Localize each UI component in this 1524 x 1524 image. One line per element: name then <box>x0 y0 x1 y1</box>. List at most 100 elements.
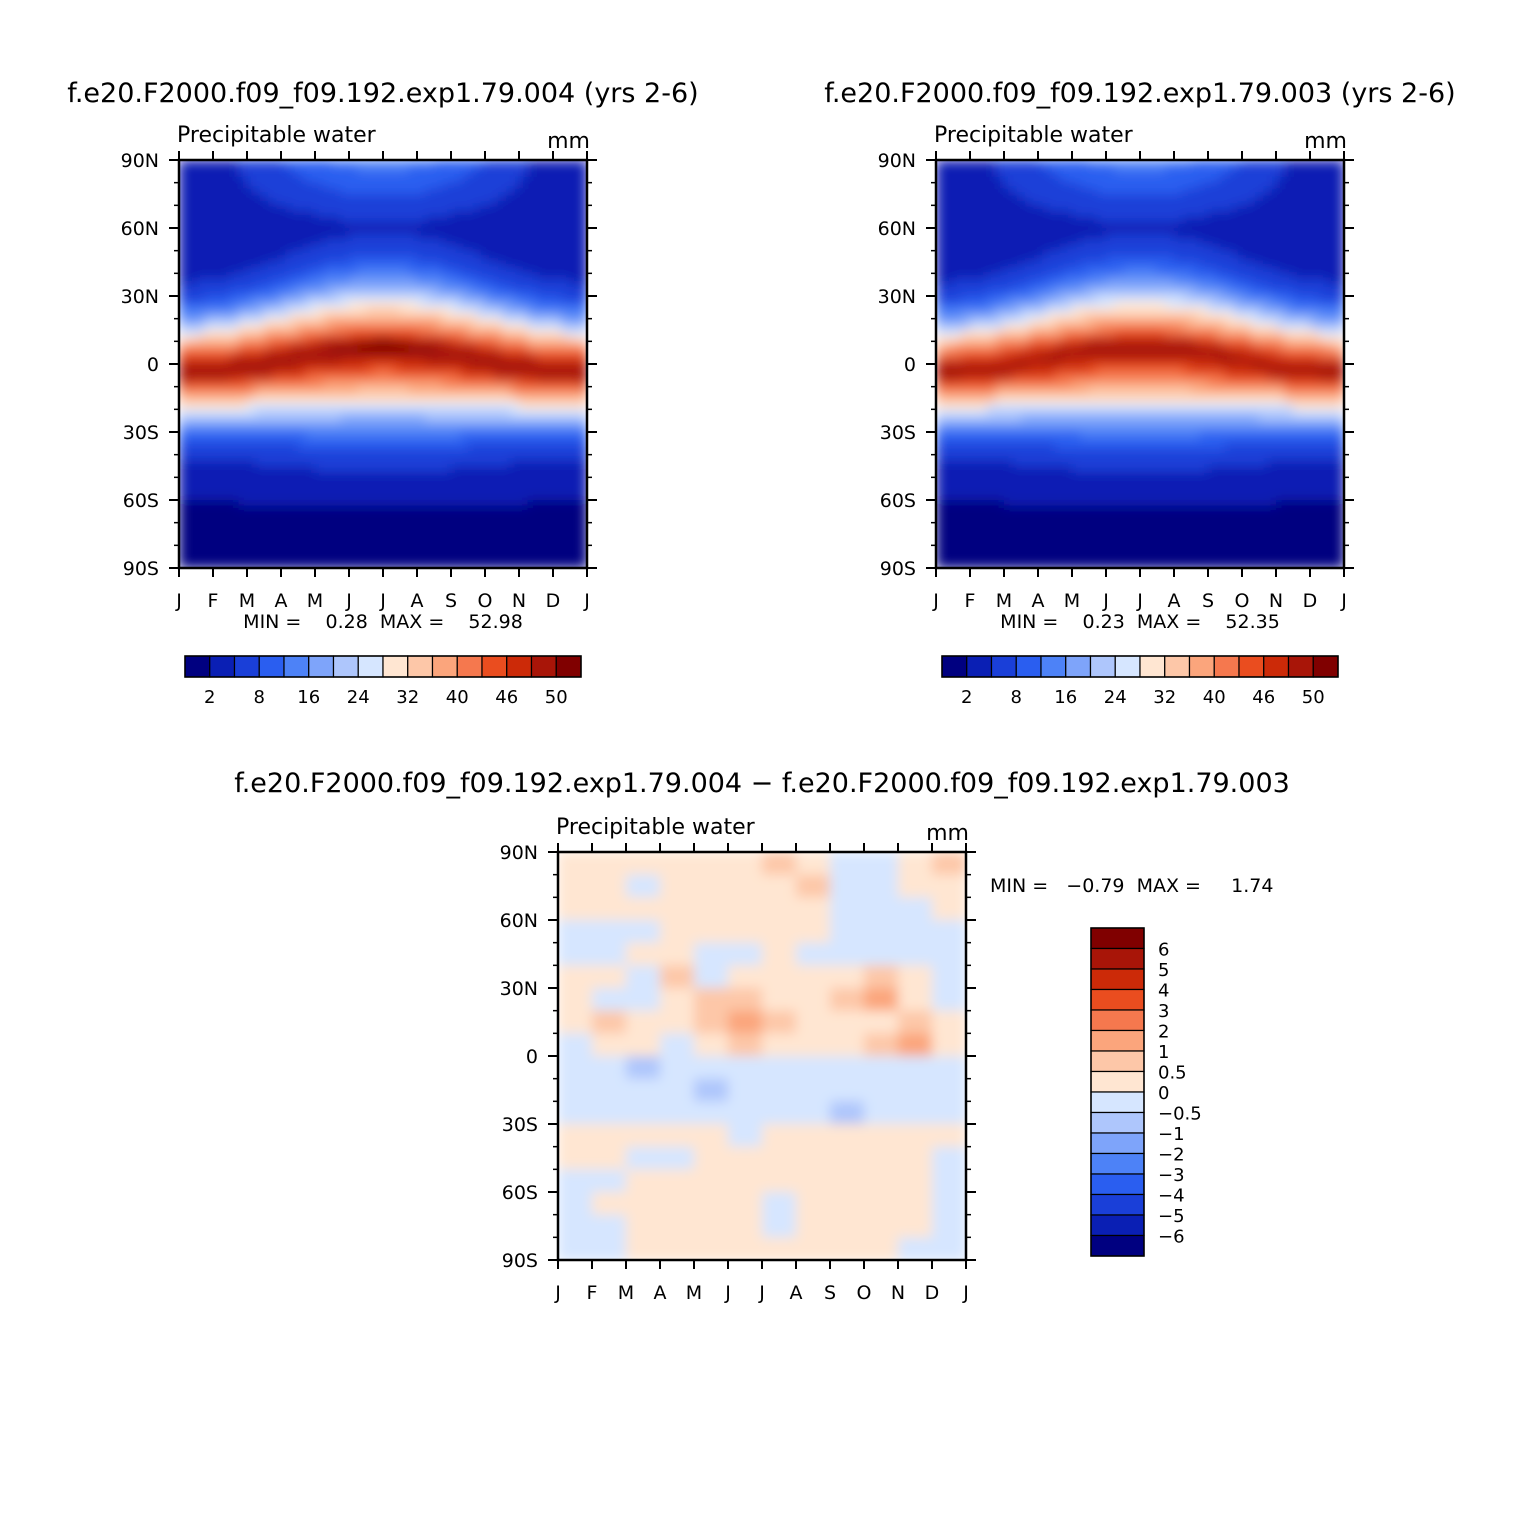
field-cell <box>255 420 265 427</box>
field-cell <box>1250 307 1260 314</box>
field-cell <box>527 296 537 303</box>
field-cell <box>570 228 580 235</box>
field-cell <box>578 381 587 388</box>
field-cell <box>936 233 946 240</box>
field-cell <box>289 318 299 325</box>
field-cell <box>570 188 580 195</box>
field-cell <box>391 556 401 563</box>
field-cell <box>179 415 189 422</box>
field-cell <box>544 205 554 212</box>
field-cell <box>400 551 410 558</box>
field-cell <box>519 279 529 286</box>
field-cell <box>553 347 563 354</box>
field-cell <box>493 466 503 473</box>
field-cell <box>519 386 529 393</box>
field-cell <box>1097 250 1107 257</box>
field-cell <box>1097 228 1107 235</box>
field-cell <box>1165 182 1175 189</box>
field-cell <box>349 460 359 467</box>
field-cell <box>196 211 206 218</box>
field-cell <box>1191 228 1201 235</box>
field-cell <box>1182 211 1192 218</box>
field-cell <box>1029 262 1039 269</box>
field-cell <box>527 364 537 371</box>
field-cell <box>1233 239 1243 246</box>
field-cell <box>1089 177 1099 184</box>
field-cell <box>391 381 401 388</box>
field-cell <box>417 517 427 524</box>
field-cell <box>340 454 350 461</box>
field-cell <box>1182 194 1192 201</box>
field-cell <box>1140 301 1150 308</box>
field-cell <box>561 420 571 427</box>
field-cell <box>289 432 299 439</box>
field-cell <box>323 471 333 478</box>
field-cell <box>391 426 401 433</box>
field-cell <box>1021 188 1031 195</box>
field-cell <box>1131 199 1141 206</box>
field-cell <box>264 556 274 563</box>
field-cell <box>451 239 461 246</box>
field-cell <box>408 398 418 405</box>
field-cell <box>196 165 206 172</box>
field-cell <box>1140 267 1150 274</box>
field-cell <box>1225 222 1235 229</box>
field-cell <box>536 415 546 422</box>
field-cell <box>1055 296 1065 303</box>
field-cell <box>425 522 435 529</box>
field-cell <box>570 199 580 206</box>
field-cell <box>519 177 529 184</box>
field-cell <box>502 313 512 320</box>
field-cell <box>349 454 359 461</box>
field-cell <box>544 279 554 286</box>
field-cell <box>987 273 997 280</box>
field-cell <box>306 301 316 308</box>
field-cell <box>944 205 954 212</box>
field-cell <box>196 386 206 393</box>
field-cell <box>425 534 435 541</box>
field-cell <box>374 313 384 320</box>
field-cell <box>425 488 435 495</box>
field-cell <box>1233 250 1243 257</box>
field-cell <box>255 199 265 206</box>
field-cell <box>570 386 580 393</box>
field-cell <box>459 369 469 376</box>
field-cell <box>434 211 444 218</box>
field-cell <box>578 177 587 184</box>
field-cell <box>502 420 512 427</box>
field-cell <box>1080 228 1090 235</box>
field-cell <box>298 177 308 184</box>
field-cell <box>1276 171 1286 178</box>
field-cell <box>332 437 342 444</box>
field-cell <box>213 539 223 546</box>
field-cell <box>468 177 478 184</box>
field-cell <box>510 500 520 507</box>
field-cell <box>221 409 231 416</box>
field-cell <box>238 256 248 263</box>
field-cell <box>1310 188 1320 195</box>
field-cell <box>953 222 963 229</box>
field-cell <box>1293 250 1303 257</box>
field-cell <box>1038 324 1048 331</box>
field-cell <box>1097 279 1107 286</box>
field-cell <box>425 403 435 410</box>
field-cell <box>1242 256 1252 263</box>
field-cell <box>255 409 265 416</box>
field-cell <box>247 415 257 422</box>
field-cell <box>961 307 971 314</box>
field-cell <box>1250 318 1260 325</box>
field-cell <box>1310 165 1320 172</box>
field-cell <box>306 534 316 541</box>
field-cell <box>1267 296 1277 303</box>
field-cell <box>1259 199 1269 206</box>
field-cell <box>944 284 954 291</box>
colorbar-box <box>407 655 434 678</box>
field-cell <box>510 562 520 568</box>
field-cell <box>995 228 1005 235</box>
field-cell <box>519 392 529 399</box>
field-cell <box>519 307 529 314</box>
field-cell <box>425 437 435 444</box>
field-cell <box>408 517 418 524</box>
field-cell <box>1106 307 1116 314</box>
field-cell <box>1012 313 1022 320</box>
